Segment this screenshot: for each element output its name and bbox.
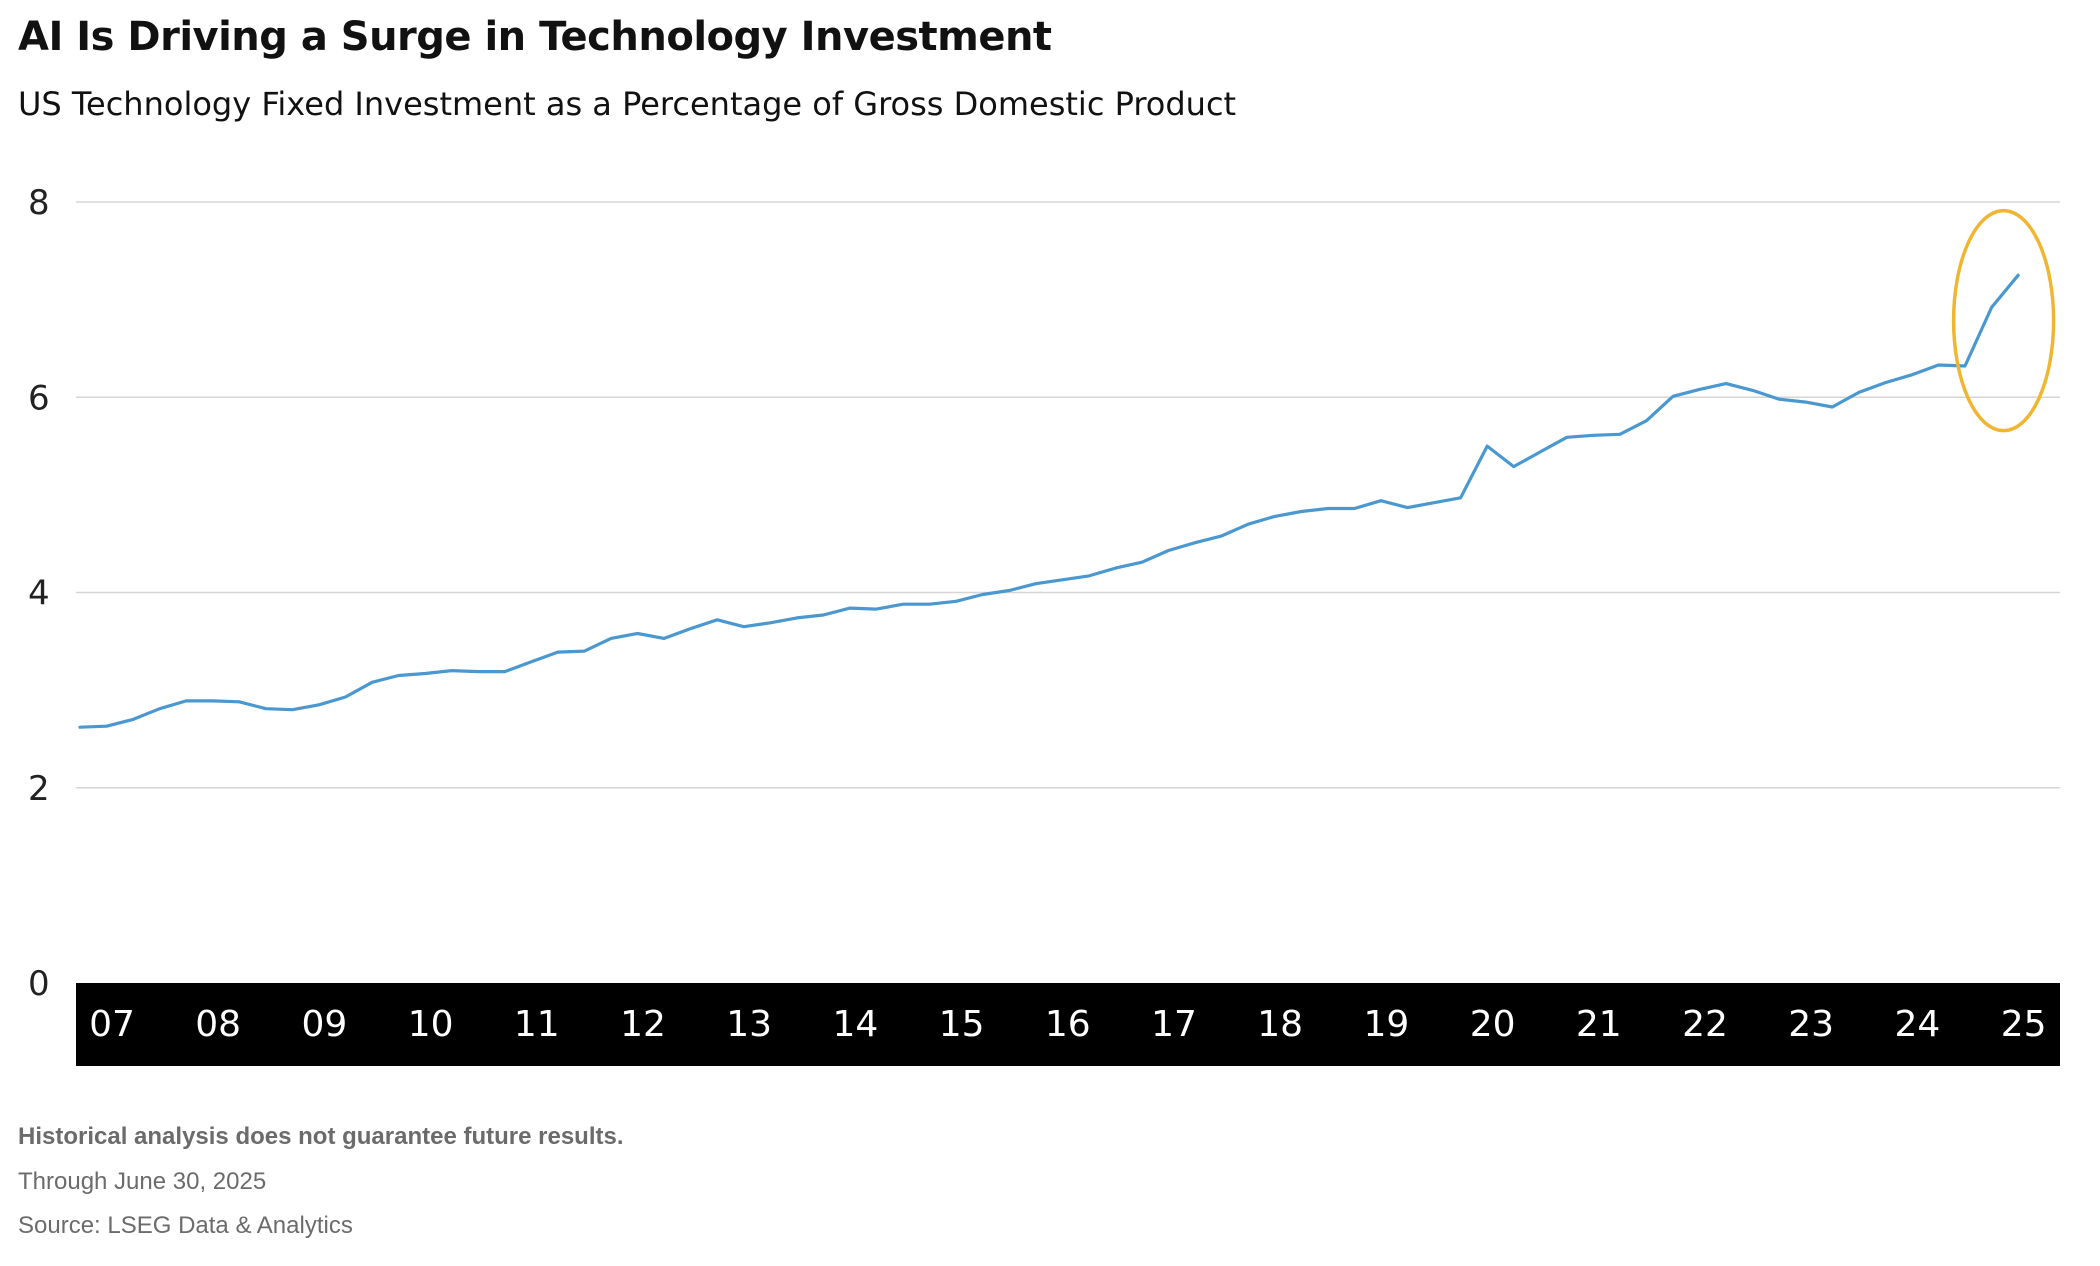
y-tick-label: 0 (28, 964, 50, 1004)
x-tick-label: 11 (514, 1004, 560, 1045)
x-tick-label: 10 (408, 1004, 454, 1045)
annotation-layer (1951, 208, 2056, 433)
chart-subtitle: US Technology Fixed Investment as a Perc… (18, 85, 1237, 123)
chart-title: AI Is Driving a Surge in Technology Inve… (18, 14, 1052, 60)
x-tick-label: 14 (832, 1004, 878, 1045)
x-tick-label: 23 (1788, 1004, 1834, 1045)
highlight-ellipse (1951, 208, 2056, 433)
y-tick-label: 6 (28, 378, 50, 418)
x-tick-label: 20 (1470, 1004, 1516, 1045)
x-axis-band (76, 983, 2060, 1066)
footnote-date: Through June 30, 2025 (18, 1168, 267, 1195)
x-tick-label: 19 (1363, 1004, 1409, 1045)
x-tick-label: 21 (1576, 1004, 1622, 1045)
series-line (78, 273, 2020, 729)
footnote-source: Source: LSEG Data & Analytics (18, 1212, 353, 1239)
x-tick-label: 12 (620, 1004, 666, 1045)
x-tick-label: 24 (1894, 1004, 1940, 1045)
y-axis-tick-labels: 0 2 4 6 8 (28, 183, 50, 1004)
x-tick-label: 25 (2001, 1004, 2047, 1045)
x-tick-label: 17 (1151, 1004, 1197, 1045)
y-tick-label: 2 (28, 769, 50, 809)
x-tick-label: 16 (1045, 1004, 1091, 1045)
x-axis-tick-labels: 07 08 09 10 11 12 13 14 15 16 17 18 19 20 21 22 23 24 25 (89, 1004, 2046, 1045)
x-tick-label: 22 (1682, 1004, 1728, 1045)
y-tick-label: 8 (28, 183, 50, 223)
gridlines (76, 201, 2060, 789)
footnote-disclaimer: Historical analysis does not guarantee f… (18, 1123, 624, 1150)
y-tick-label: 4 (28, 574, 50, 614)
x-tick-label: 13 (726, 1004, 772, 1045)
x-tick-label: 15 (939, 1004, 985, 1045)
series-layer (78, 273, 2020, 729)
x-tick-label: 09 (301, 1004, 347, 1045)
x-tick-label: 08 (195, 1004, 241, 1045)
x-tick-label: 07 (89, 1004, 135, 1045)
x-tick-label: 18 (1257, 1004, 1303, 1045)
